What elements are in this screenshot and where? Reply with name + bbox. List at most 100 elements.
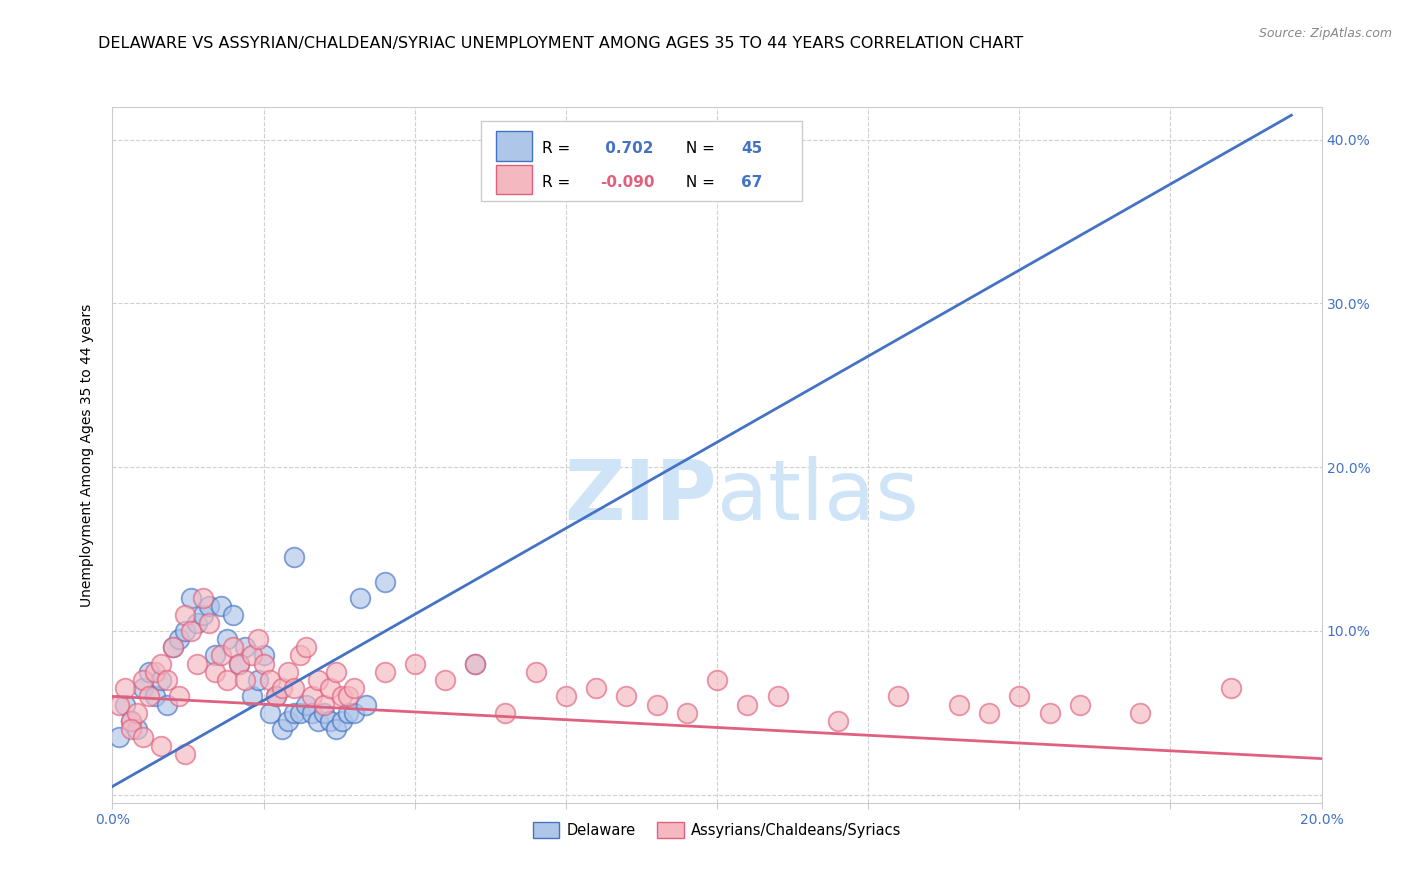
- Point: [156, 698, 179, 712]
- Point: [645, 698, 668, 712]
- Point: [737, 698, 759, 712]
- Point: [325, 665, 347, 679]
- Point: [138, 690, 160, 704]
- Text: N =: N =: [681, 141, 720, 156]
- Point: [1008, 690, 1031, 704]
- Point: [167, 632, 190, 646]
- Point: [495, 706, 517, 720]
- Point: [186, 615, 208, 630]
- Point: [167, 690, 190, 704]
- Text: N =: N =: [681, 175, 720, 190]
- Point: [132, 681, 155, 696]
- Point: [204, 665, 226, 679]
- Point: [162, 640, 184, 655]
- Point: [887, 690, 910, 704]
- Y-axis label: Unemployment Among Ages 35 to 44 years: Unemployment Among Ages 35 to 44 years: [80, 303, 94, 607]
- Point: [180, 591, 202, 606]
- Point: [120, 714, 142, 728]
- Point: [675, 706, 697, 720]
- Point: [277, 665, 299, 679]
- Point: [120, 722, 142, 736]
- Point: [114, 698, 136, 712]
- Point: [337, 690, 360, 704]
- Point: [222, 640, 245, 655]
- Point: [125, 706, 148, 720]
- Point: [330, 690, 353, 704]
- Point: [554, 690, 576, 704]
- Point: [524, 665, 547, 679]
- Point: [107, 731, 129, 745]
- Point: [156, 673, 179, 687]
- FancyBboxPatch shape: [496, 131, 531, 161]
- Point: [277, 714, 299, 728]
- Point: [143, 665, 166, 679]
- Point: [343, 706, 366, 720]
- Point: [149, 657, 172, 671]
- Point: [259, 673, 281, 687]
- Point: [288, 706, 311, 720]
- Text: -0.090: -0.090: [600, 175, 654, 190]
- Point: [349, 591, 371, 606]
- Point: [204, 648, 226, 663]
- FancyBboxPatch shape: [496, 165, 531, 194]
- Point: [186, 657, 208, 671]
- Text: DELAWARE VS ASSYRIAN/CHALDEAN/SYRIAC UNEMPLOYMENT AMONG AGES 35 TO 44 YEARS CORR: DELAWARE VS ASSYRIAN/CHALDEAN/SYRIAC UNE…: [98, 36, 1024, 51]
- Point: [120, 714, 142, 728]
- Point: [246, 632, 269, 646]
- Point: [114, 681, 136, 696]
- Point: [1038, 706, 1062, 720]
- Point: [585, 681, 607, 696]
- FancyBboxPatch shape: [481, 121, 801, 201]
- Point: [162, 640, 184, 655]
- Point: [217, 632, 239, 646]
- Point: [616, 690, 638, 704]
- Point: [433, 673, 456, 687]
- Point: [706, 673, 728, 687]
- Point: [253, 648, 276, 663]
- Point: [264, 690, 287, 704]
- Point: [149, 673, 172, 687]
- Point: [288, 648, 311, 663]
- Point: [307, 673, 329, 687]
- Point: [766, 690, 789, 704]
- Text: R =: R =: [541, 175, 575, 190]
- Point: [314, 698, 336, 712]
- Point: [209, 599, 232, 614]
- Point: [270, 681, 292, 696]
- Point: [1129, 706, 1152, 720]
- Point: [235, 673, 257, 687]
- Point: [314, 706, 336, 720]
- Point: [240, 690, 263, 704]
- Point: [948, 698, 970, 712]
- Point: [295, 698, 318, 712]
- Point: [174, 747, 197, 761]
- Point: [222, 607, 245, 622]
- Point: [404, 657, 426, 671]
- Point: [191, 591, 214, 606]
- Point: [264, 690, 287, 704]
- Point: [283, 706, 305, 720]
- Point: [125, 722, 148, 736]
- Point: [246, 673, 269, 687]
- Point: [253, 657, 276, 671]
- Point: [374, 665, 396, 679]
- Point: [228, 657, 250, 671]
- Text: Source: ZipAtlas.com: Source: ZipAtlas.com: [1258, 27, 1392, 40]
- Point: [174, 607, 197, 622]
- Point: [977, 706, 1000, 720]
- Legend: Delaware, Assyrians/Chaldeans/Syriacs: Delaware, Assyrians/Chaldeans/Syriacs: [527, 815, 907, 844]
- Text: 45: 45: [741, 141, 762, 156]
- Point: [319, 714, 342, 728]
- Point: [301, 706, 323, 720]
- Point: [259, 706, 281, 720]
- Point: [228, 657, 250, 671]
- Point: [198, 615, 221, 630]
- Point: [283, 681, 305, 696]
- Text: atlas: atlas: [717, 456, 918, 537]
- Point: [295, 640, 318, 655]
- Point: [1220, 681, 1243, 696]
- Point: [319, 681, 342, 696]
- Point: [132, 673, 155, 687]
- Text: R =: R =: [541, 141, 575, 156]
- Point: [307, 714, 329, 728]
